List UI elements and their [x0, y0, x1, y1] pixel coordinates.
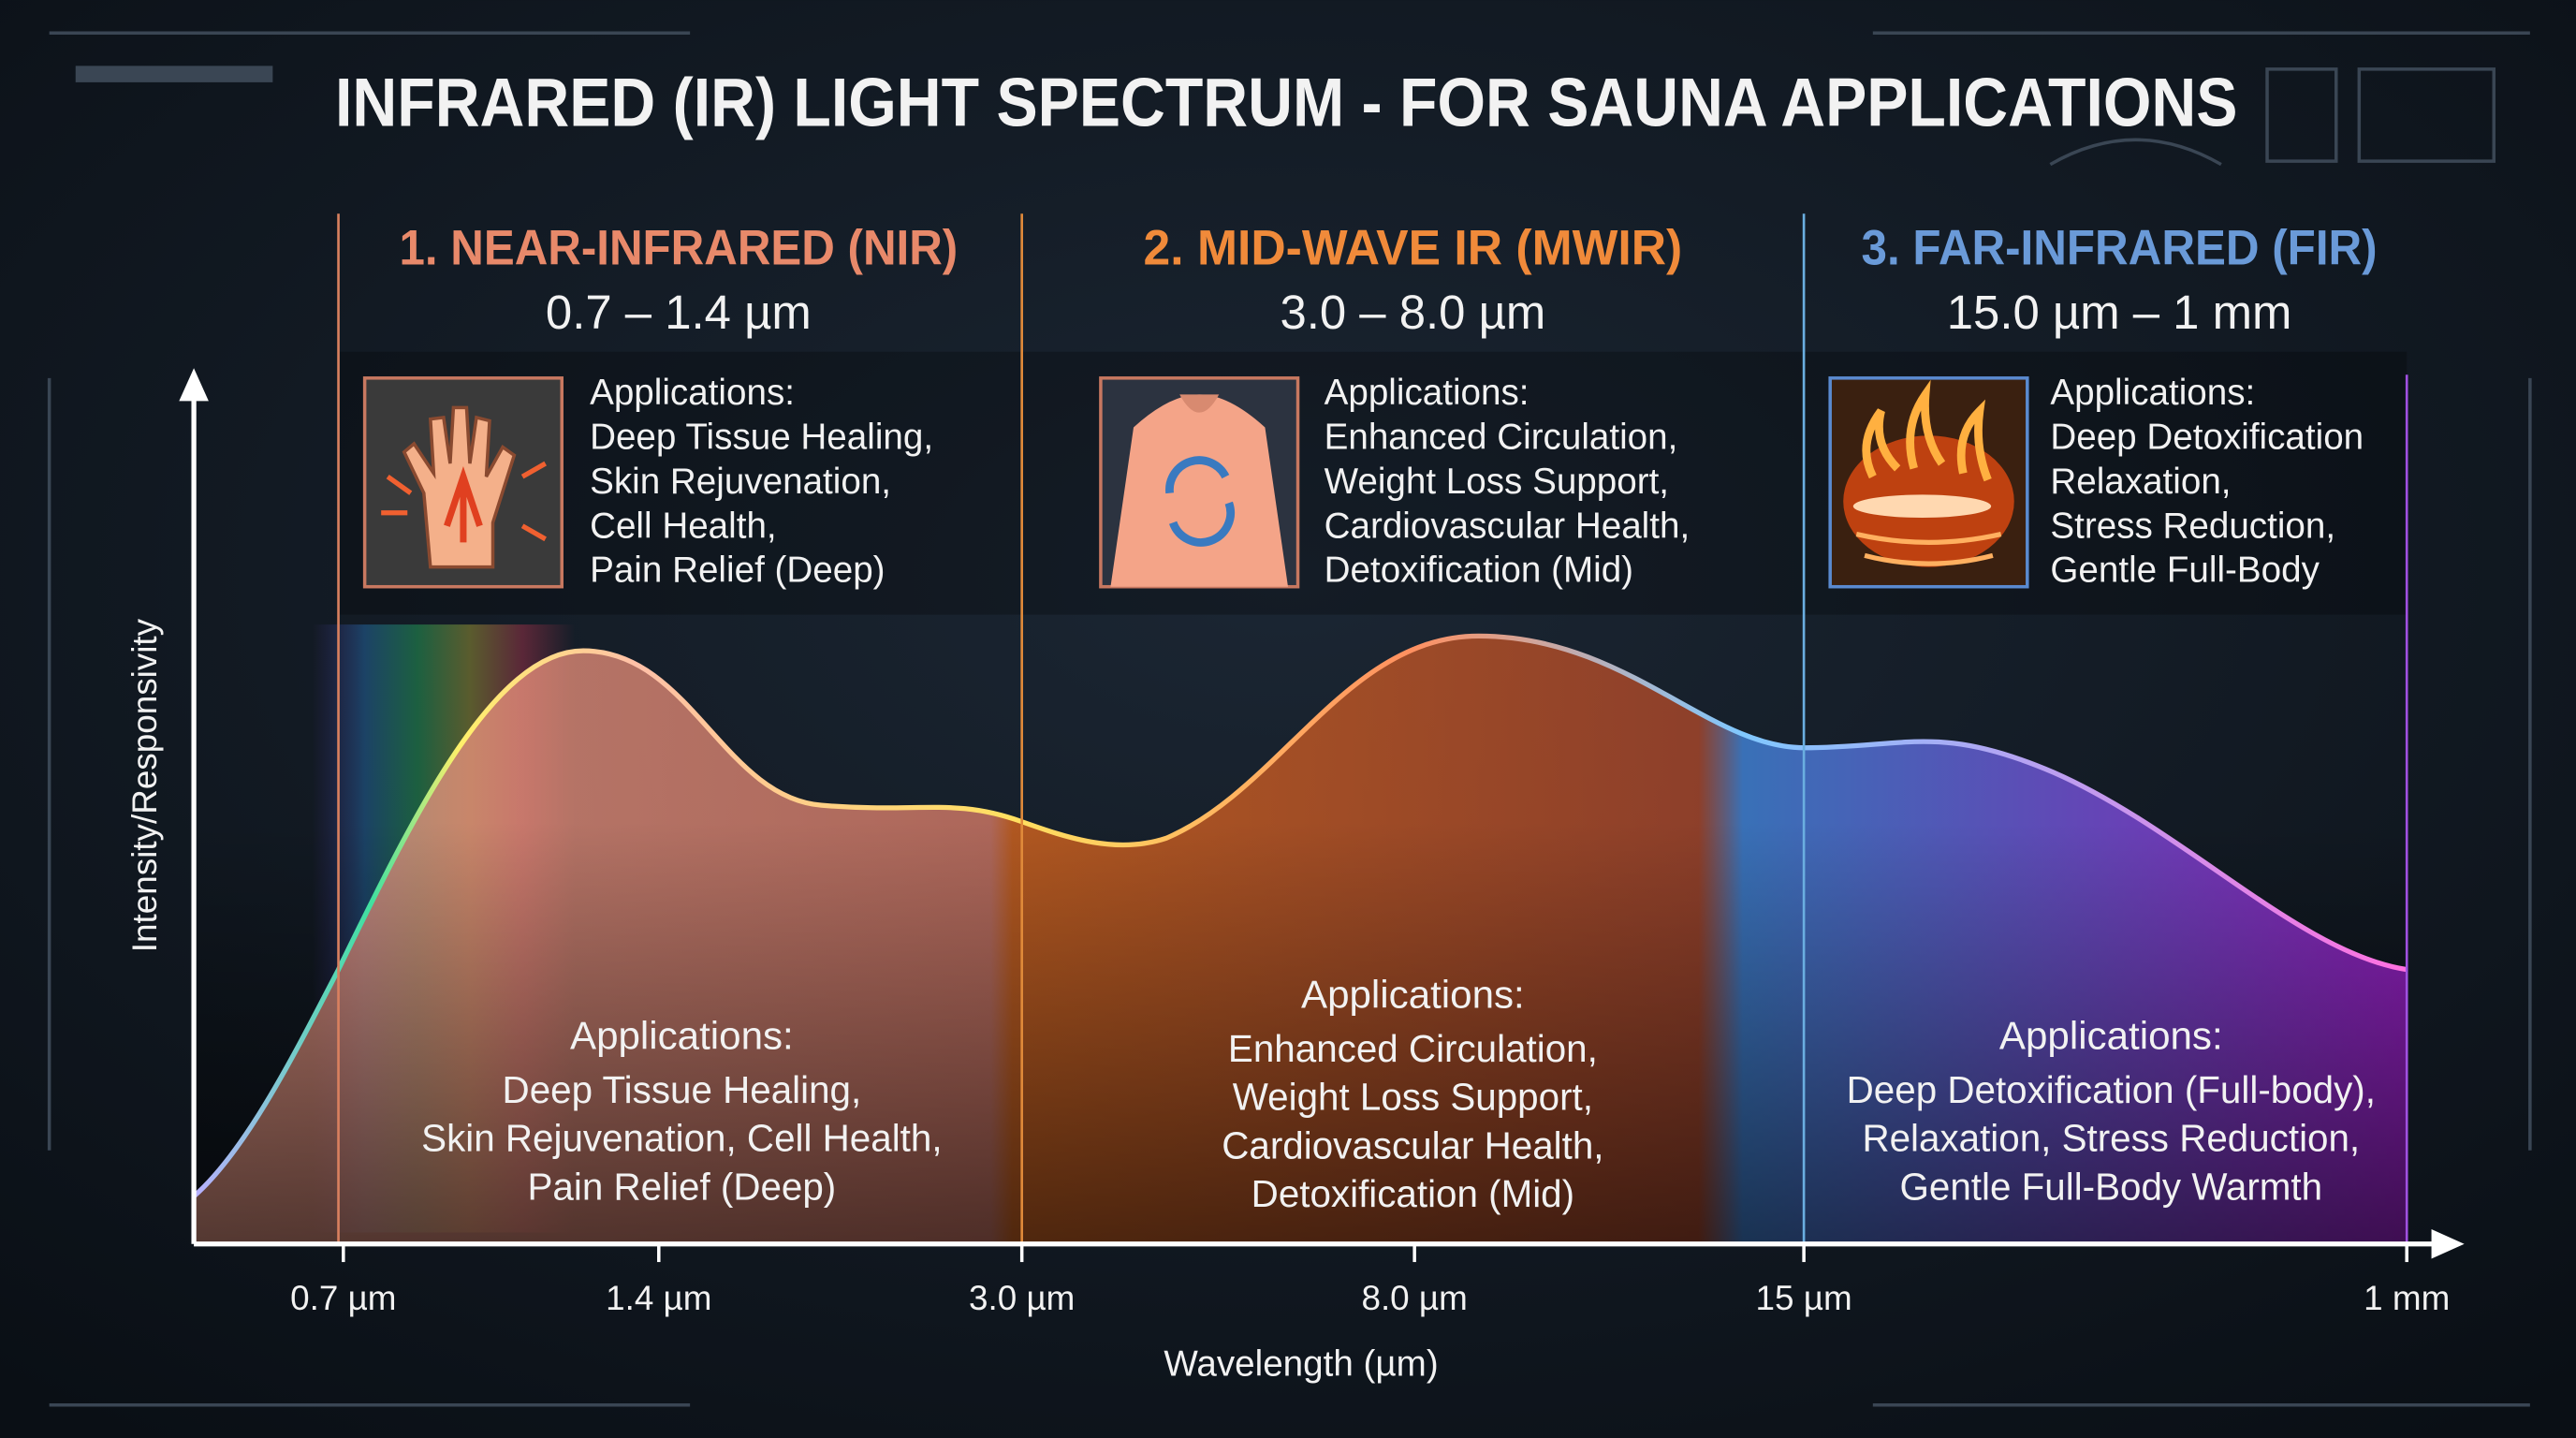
panel-line: Enhanced Circulation, [1325, 417, 1678, 457]
panel-line: Cardiovascular Health, [1325, 506, 1690, 546]
panel-line: Relaxation, [2050, 462, 2231, 502]
band-range: 0.7 – 1.4 µm [546, 286, 812, 339]
summary-line: Weight Loss Support, [1233, 1076, 1593, 1119]
summary-line: Gentle Full-Body Warmth [1900, 1165, 2323, 1208]
axes [179, 368, 2465, 1259]
summary-heading: Applications: [570, 1013, 794, 1057]
summary-line: Pain Relief (Deep) [527, 1165, 836, 1208]
summary-line: Cardiovascular Health, [1222, 1123, 1603, 1167]
panel-line: Detoxification (Mid) [1325, 550, 1633, 591]
band-title: 3. FAR-INFRARED (FIR) [1862, 221, 2378, 276]
spectrum-line [192, 633, 2408, 1198]
panel-line: Gentle Full-Body [2050, 550, 2320, 591]
nir-icon [362, 376, 564, 589]
x-tick-label: 1.4 µm [606, 1279, 711, 1317]
y-arrow [179, 368, 209, 402]
panel-line: Skin Rejuvenation, [590, 462, 891, 502]
x-tick-label: 8.0 µm [1361, 1279, 1467, 1317]
band-title: 2. MID-WAVE IR (MWIR) [1144, 221, 1683, 276]
panel-heading: Applications: [1325, 373, 1530, 413]
generated-text: 0.7 µm 1.4 µm 3.0 µm 8.0 µm 15 µm 1 mm 1. NEAR… [290, 221, 2450, 1318]
panel-line: Cell Health, [590, 506, 777, 546]
band-title: 1. NEAR-INFRARED (NIR) [399, 221, 958, 276]
panel-heading: Applications: [2050, 373, 2255, 413]
summary-heading: Applications: [1301, 972, 1525, 1016]
x-tick-label: 3.0 µm [969, 1279, 1075, 1317]
spectrum-shade [194, 821, 2408, 1244]
summary-heading: Applications: [1999, 1013, 2223, 1057]
title-accent [75, 66, 273, 82]
mwir-icon [1099, 376, 1300, 589]
x-arrow [2431, 1228, 2465, 1259]
summary-line: Enhanced Circulation, [1228, 1027, 1598, 1070]
fir-icon [1828, 376, 2029, 589]
x-tick-label: 15 µm [1756, 1279, 1852, 1317]
panel-strip [338, 351, 2408, 615]
panel-line: Weight Loss Support, [1325, 462, 1669, 502]
band-range: 3.0 – 8.0 µm [1280, 286, 1545, 339]
band-range: 15.0 µm – 1 mm [1947, 286, 2292, 339]
summary-line: Deep Detoxification (Full-body), [1847, 1068, 2376, 1111]
panel-line: Pain Relief (Deep) [590, 550, 885, 591]
frame-decoration [47, 31, 2532, 1407]
panel-line: Deep Tissue Healing, [590, 417, 933, 457]
x-tick-label: 1 mm [2364, 1279, 2450, 1317]
x-tick-label: 0.7 µm [290, 1279, 396, 1317]
summary-line: Skin Rejuvenation, Cell Health, [421, 1117, 942, 1160]
summary-line: Relaxation, Stress Reduction, [1862, 1117, 2360, 1160]
panel-line: Deep Detoxification [2050, 417, 2364, 457]
summary-line: Detoxification (Mid) [1251, 1172, 1574, 1215]
band-dividers [337, 213, 2408, 1244]
summary-line: Deep Tissue Healing, [503, 1068, 862, 1111]
panel-heading: Applications: [590, 373, 795, 413]
x-axis-label: Wavelength (µm) [1164, 1343, 1438, 1384]
panel-line: Stress Reduction, [2050, 506, 2335, 546]
y-axis-label: Intensity/Responsivity [125, 618, 164, 952]
title: INFRARED (IR) LIGHT SPECTRUM - FOR SAUNA… [335, 63, 2237, 140]
